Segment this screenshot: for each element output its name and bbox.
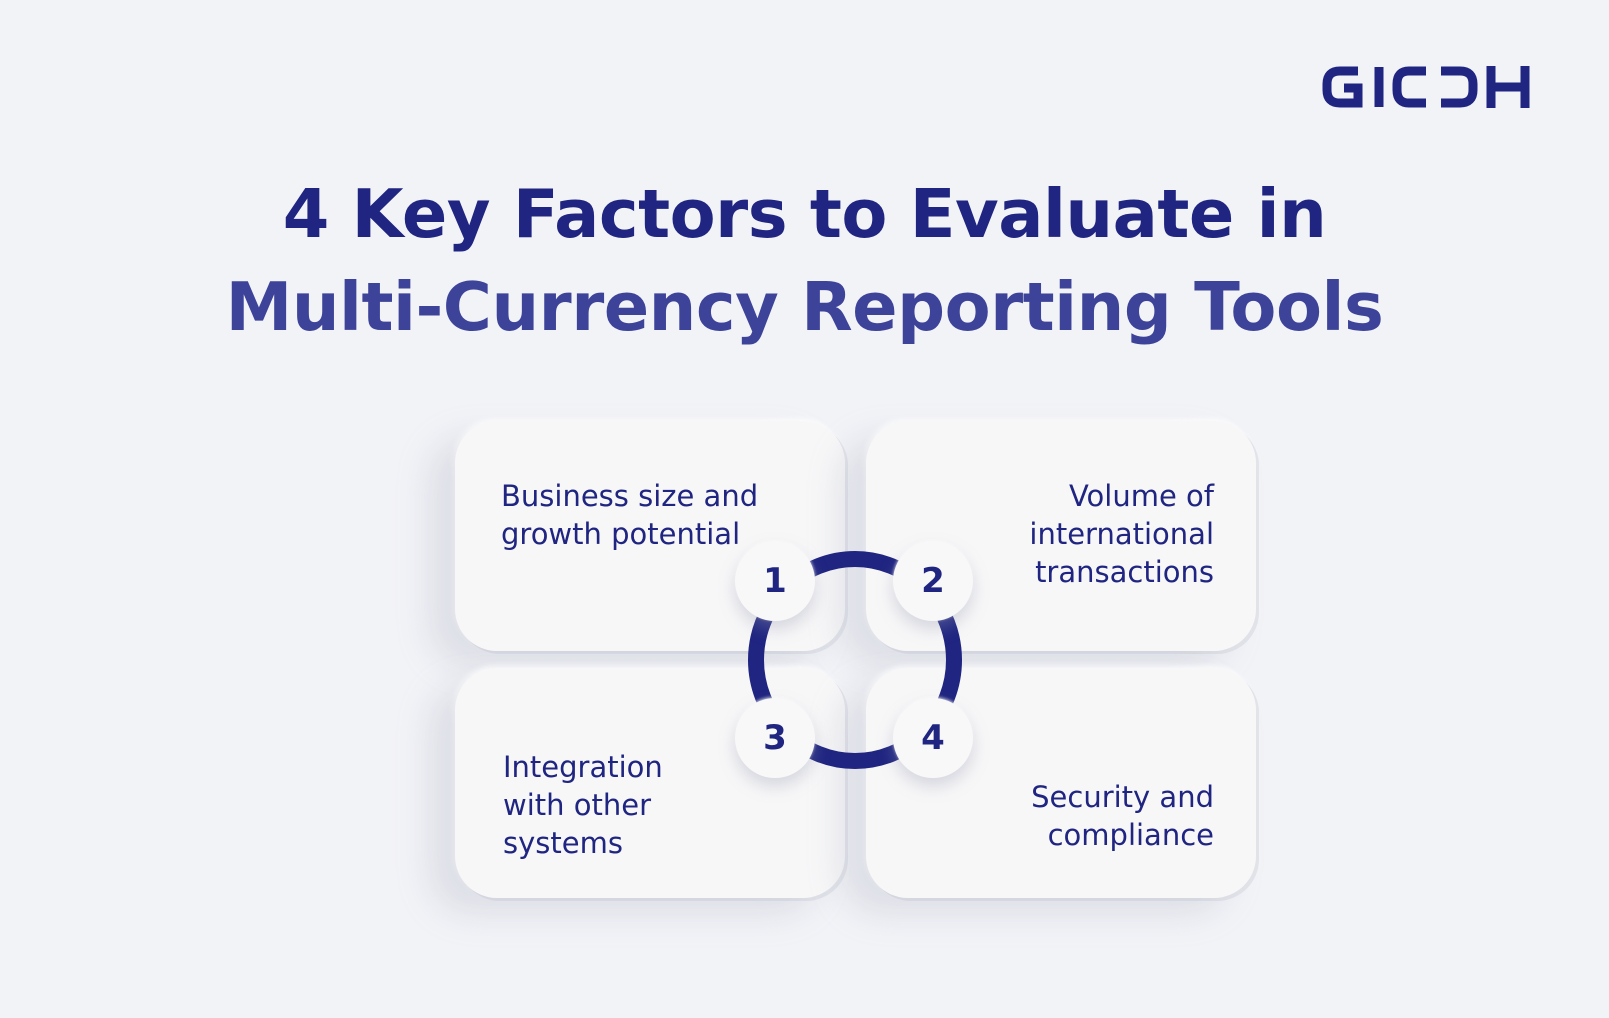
title-line-2: Multi-Currency Reporting Tools	[225, 268, 1384, 346]
page-title: 4 Key Factors to Evaluate in Multi-Curre…	[0, 168, 1609, 354]
factor-label-3: Integration with other systems	[503, 750, 663, 860]
factor-label-1: Business size and growth potential	[501, 479, 759, 551]
factor-label-4: Security and compliance	[1031, 780, 1214, 852]
giddh-logo: GIDDH	[1322, 66, 1530, 108]
title-line-1: 4 Key Factors to Evaluate in	[282, 175, 1327, 253]
factor-number-4: 4	[893, 698, 973, 778]
factor-number-2: 2	[893, 541, 973, 621]
factor-number-3: 3	[735, 698, 815, 778]
factor-label-2: Volume of international transactions	[1029, 479, 1214, 589]
factor-number-1: 1	[735, 541, 815, 621]
factor-card-1: Business size and growth potential	[455, 421, 845, 651]
